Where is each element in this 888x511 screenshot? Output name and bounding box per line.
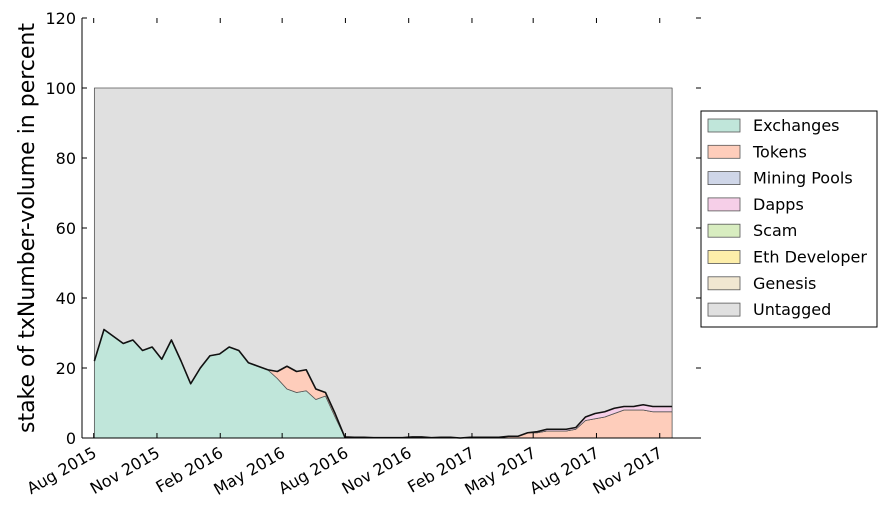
y-tick-label: 0 [66,429,76,448]
x-tick-label: Aug 2017 [526,443,602,498]
y-tick-label: 100 [45,79,76,98]
legend-label-genesis: Genesis [753,274,816,293]
legend: Exchanges Tokens Mining Pools Dapps Scam Eth … [700,110,878,328]
y-axis-label: stake of txNumber-volume in percent [15,23,40,433]
x-tick-label: Aug 2016 [275,443,351,498]
legend-label-untagged: Untagged [753,300,831,319]
legend-swatch-dapps [707,197,741,212]
y-tick-label: 20 [56,359,76,378]
legend-swatch-eth-developer [707,250,741,264]
legend-label-scam: Scam [753,221,797,240]
legend-swatch-exchanges [707,118,741,133]
x-tick-label: Nov 2017 [590,443,666,498]
x-tick-label: Nov 2016 [338,443,414,498]
legend-label-exchanges: Exchanges [753,116,840,135]
y-tick-label: 60 [56,219,76,238]
x-tick-label: Aug 2015 [23,443,99,498]
legend-swatch-scam [707,223,741,238]
legend-label-eth-developer: Eth Developer [753,248,867,267]
y-tick-label: 120 [45,9,76,28]
legend-label-mining-pools: Mining Pools [753,169,853,188]
x-tick-label: May 2016 [210,443,288,499]
legend-swatch-mining-pools [707,171,741,186]
legend-swatch-untagged [707,302,741,317]
legend-label-tokens: Tokens [752,142,807,161]
y-tick-label: 80 [56,149,76,168]
legend-label-dapps: Dapps [753,195,804,214]
series-areas [93,87,673,439]
legend-swatch-tokens [707,144,741,159]
y-tick-label: 40 [56,289,76,308]
x-tick-label: Nov 2015 [87,443,163,498]
legend-swatch-genesis [707,276,741,291]
